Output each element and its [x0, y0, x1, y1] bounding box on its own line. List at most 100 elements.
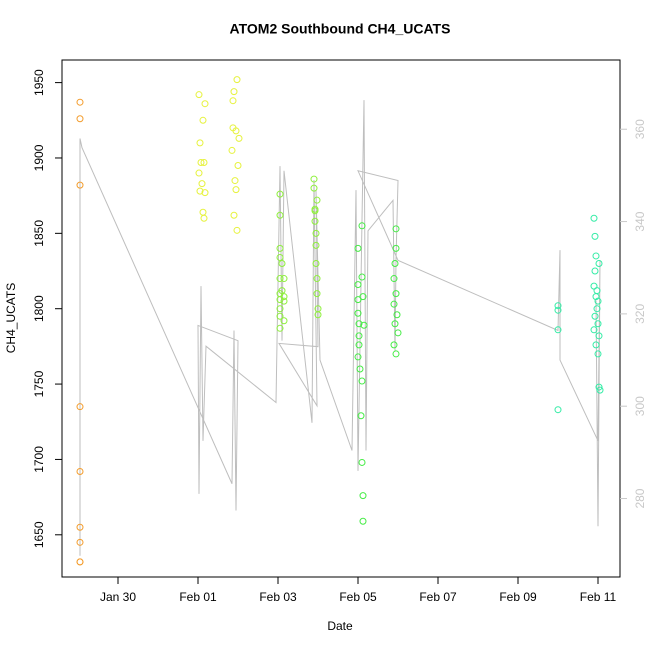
- data-point: [76, 98, 84, 106]
- data-point: [276, 190, 284, 198]
- data-point: [199, 116, 207, 124]
- data-point: [276, 211, 284, 219]
- data-point: [276, 275, 284, 283]
- data-point: [228, 146, 236, 154]
- data-point: [390, 275, 398, 283]
- data-point: [235, 134, 243, 142]
- data-point: [354, 244, 362, 252]
- data-point: [280, 275, 288, 283]
- data-point: [311, 207, 319, 215]
- data-point: [312, 259, 320, 267]
- y2-tick-label: 340: [633, 211, 647, 231]
- data-point: [276, 305, 284, 313]
- data-point: [313, 275, 321, 283]
- data-point: [359, 293, 367, 301]
- data-point: [276, 253, 284, 261]
- y-tick-label: 1650: [32, 521, 46, 548]
- data-point: [596, 386, 604, 394]
- data-point: [76, 403, 84, 411]
- data-point: [278, 287, 286, 295]
- data-point: [230, 211, 238, 219]
- chart-title: ATOM2 Southbound CH4_UCATS: [230, 21, 451, 37]
- data-point: [593, 305, 601, 313]
- data-point: [595, 332, 603, 340]
- data-point: [595, 259, 603, 267]
- data-point: [195, 169, 203, 177]
- data-point: [310, 175, 318, 183]
- data-point: [278, 259, 286, 267]
- data-point: [554, 326, 562, 334]
- data-point: [276, 324, 284, 332]
- data-point: [312, 241, 320, 249]
- data-point: [280, 317, 288, 325]
- data-point: [591, 312, 599, 320]
- data-point: [276, 244, 284, 252]
- data-point: [392, 225, 400, 233]
- y-tick-label: 1950: [32, 69, 46, 96]
- data-point: [391, 320, 399, 328]
- x-tick-label: Feb 01: [179, 590, 217, 604]
- data-point: [310, 184, 318, 192]
- data-point: [76, 115, 84, 123]
- data-point: [554, 306, 562, 314]
- data-point: [354, 309, 362, 317]
- y-tick-label: 1800: [32, 295, 46, 322]
- data-point: [311, 217, 319, 225]
- data-point: [391, 259, 399, 267]
- data-point: [590, 214, 598, 222]
- data-point: [357, 412, 365, 420]
- y-tick-label: 1750: [32, 370, 46, 397]
- data-point: [76, 181, 84, 189]
- data-point: [356, 365, 364, 373]
- data-point: [201, 189, 209, 197]
- data-point: [201, 100, 209, 108]
- data-point: [230, 88, 238, 96]
- data-point: [392, 290, 400, 298]
- data-point: [358, 458, 366, 466]
- data-point: [393, 311, 401, 319]
- y-tick-label: 1900: [32, 144, 46, 171]
- data-point: [554, 406, 562, 414]
- data-point: [200, 158, 208, 166]
- data-point: [196, 187, 204, 195]
- data-point: [354, 281, 362, 289]
- data-point: [594, 320, 602, 328]
- data-point: [554, 302, 562, 310]
- data-point: [234, 162, 242, 170]
- data-point: [394, 329, 402, 337]
- data-point: [360, 321, 368, 329]
- data-point: [354, 353, 362, 361]
- data-point: [313, 290, 321, 298]
- data-point: [355, 341, 363, 349]
- data-point: [390, 300, 398, 308]
- data-point: [591, 232, 599, 240]
- data-point: [232, 186, 240, 194]
- data-point: [196, 139, 204, 147]
- data-point: [200, 214, 208, 222]
- y2-tick-label: 280: [633, 488, 647, 508]
- data-point: [390, 341, 398, 349]
- x-tick-label: Feb 03: [259, 590, 297, 604]
- data-point: [592, 341, 600, 349]
- data-point: [595, 383, 603, 391]
- data-point: [359, 492, 367, 500]
- data-point: [229, 124, 237, 132]
- data-point: [590, 326, 598, 334]
- data-point: [358, 273, 366, 281]
- data-point: [233, 226, 241, 234]
- data-point: [359, 517, 367, 525]
- x-tick-label: Feb 11: [580, 590, 617, 604]
- x-tick-label: Feb 07: [419, 590, 457, 604]
- data-point: [198, 180, 206, 188]
- data-point: [358, 222, 366, 230]
- data-point: [392, 244, 400, 252]
- data-point: [231, 177, 239, 185]
- y2-tick-label: 300: [633, 396, 647, 416]
- x-tick-label: Feb 05: [339, 590, 377, 604]
- data-point: [76, 558, 84, 566]
- data-point: [233, 76, 241, 84]
- data-point: [314, 311, 322, 319]
- y-tick-label: 1850: [32, 220, 46, 247]
- data-point: [594, 350, 602, 358]
